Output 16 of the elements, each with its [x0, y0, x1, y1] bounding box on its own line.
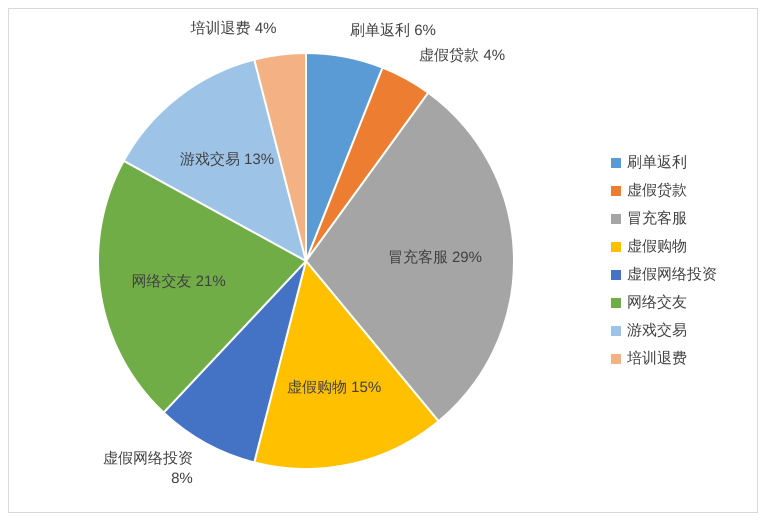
legend-label: 刷单返利	[627, 152, 687, 172]
data-label: 虚假网络投资 8%	[102, 449, 193, 486]
data-label: 虚假贷款 4%	[419, 46, 506, 64]
data-label: 网络交友 21%	[132, 272, 226, 290]
legend-label: 虚假网络投资	[627, 264, 717, 284]
legend-label: 虚假贷款	[627, 180, 687, 200]
legend-label: 冒充客服	[627, 208, 687, 228]
legend-label: 培训退费	[627, 348, 687, 368]
legend-label: 网络交友	[627, 292, 687, 312]
data-label: 游戏交易 13%	[180, 150, 274, 168]
data-label: 培训退费 4%	[190, 19, 277, 36]
data-label: 冒充客服 29%	[388, 248, 482, 266]
legend-label: 游戏交易	[627, 320, 687, 340]
legend-label: 虚假购物	[627, 236, 687, 256]
data-label: 刷单返利 6%	[350, 22, 436, 39]
data-label: 虚假购物 15%	[287, 378, 382, 396]
